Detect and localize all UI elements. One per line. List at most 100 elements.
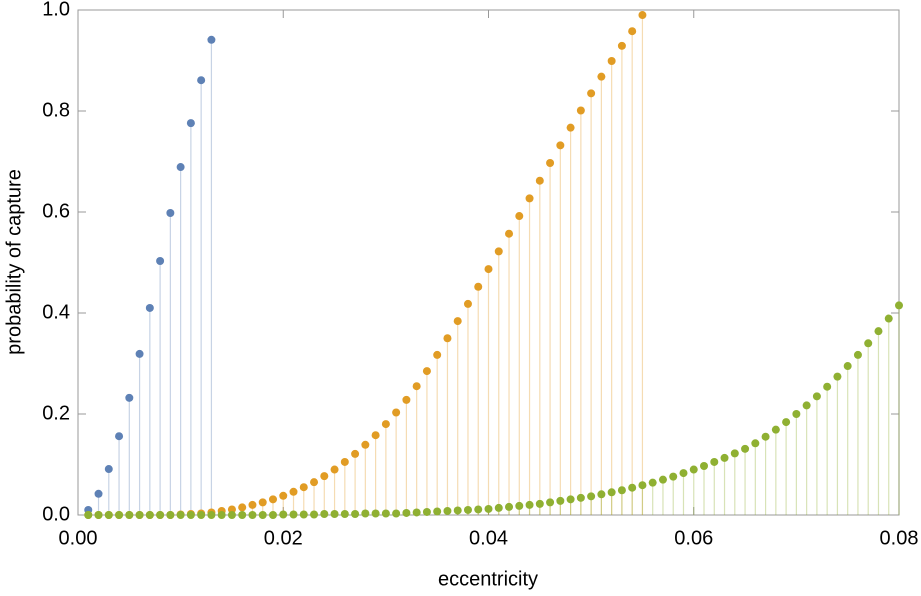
point xyxy=(546,498,555,507)
point xyxy=(823,382,832,391)
point xyxy=(689,465,698,474)
point xyxy=(505,229,514,238)
point xyxy=(576,493,585,502)
x-axis-label: eccentricity xyxy=(438,568,538,590)
point xyxy=(268,495,277,504)
point xyxy=(525,194,534,203)
point xyxy=(310,478,319,487)
point xyxy=(351,449,360,458)
point xyxy=(782,418,791,427)
point xyxy=(135,511,144,519)
point xyxy=(310,510,319,519)
point xyxy=(197,511,206,519)
x-tick-label: 0.04 xyxy=(469,527,508,549)
point xyxy=(238,511,247,519)
point xyxy=(525,500,534,509)
point xyxy=(453,506,462,515)
point xyxy=(227,511,236,519)
point xyxy=(166,209,175,218)
point xyxy=(474,282,483,291)
point xyxy=(299,510,308,519)
y-axis-label: probability of capture xyxy=(3,169,25,355)
point xyxy=(597,490,606,499)
point xyxy=(587,89,596,98)
point xyxy=(648,478,657,487)
point xyxy=(617,486,626,495)
point xyxy=(494,247,503,256)
point xyxy=(484,504,493,513)
point xyxy=(792,410,801,418)
point xyxy=(248,500,257,509)
point xyxy=(587,492,596,501)
point xyxy=(463,299,472,308)
point xyxy=(884,314,893,323)
point xyxy=(145,511,154,519)
point xyxy=(125,511,134,519)
point xyxy=(135,349,144,358)
point xyxy=(895,301,903,310)
point xyxy=(207,35,216,44)
point xyxy=(474,505,483,514)
point xyxy=(628,483,637,492)
point xyxy=(741,444,750,453)
point xyxy=(381,509,390,518)
point xyxy=(566,495,575,504)
point xyxy=(535,499,544,508)
point xyxy=(392,408,401,417)
point xyxy=(207,511,216,519)
point xyxy=(669,472,678,481)
point xyxy=(576,106,585,115)
point xyxy=(422,507,431,516)
point xyxy=(176,511,185,519)
point xyxy=(402,395,411,404)
point xyxy=(392,509,401,518)
point xyxy=(330,509,339,518)
point xyxy=(556,496,565,505)
point xyxy=(843,362,852,371)
point xyxy=(638,11,647,20)
point xyxy=(197,76,206,85)
point xyxy=(494,503,503,512)
point xyxy=(125,393,134,402)
point xyxy=(433,350,442,359)
point xyxy=(771,425,780,434)
point xyxy=(628,27,637,36)
point xyxy=(412,508,421,517)
point xyxy=(484,265,493,274)
point xyxy=(361,509,370,518)
point xyxy=(443,506,452,515)
point xyxy=(412,382,421,391)
point xyxy=(546,159,555,168)
x-tick-label: 0.08 xyxy=(880,527,919,549)
point xyxy=(320,472,329,481)
point xyxy=(443,334,452,343)
point xyxy=(535,176,544,185)
point xyxy=(351,509,360,518)
point xyxy=(84,511,93,519)
point xyxy=(268,511,277,519)
point xyxy=(864,339,873,348)
y-tick-label: 0.0 xyxy=(42,503,70,525)
point xyxy=(607,488,616,497)
point xyxy=(812,392,821,401)
y-tick-label: 1.0 xyxy=(42,0,70,20)
point xyxy=(115,511,124,519)
point xyxy=(238,503,247,512)
point xyxy=(515,212,524,221)
point xyxy=(361,440,370,449)
point xyxy=(597,72,606,81)
point xyxy=(217,511,226,519)
point xyxy=(94,511,103,519)
point xyxy=(853,350,862,359)
point xyxy=(710,457,719,466)
point xyxy=(761,432,770,441)
point xyxy=(340,457,349,466)
point xyxy=(94,489,103,498)
point xyxy=(279,510,288,519)
point xyxy=(258,511,267,519)
point xyxy=(730,449,739,458)
point xyxy=(381,420,390,429)
y-tick-label: 0.4 xyxy=(42,301,70,323)
point xyxy=(279,491,288,500)
